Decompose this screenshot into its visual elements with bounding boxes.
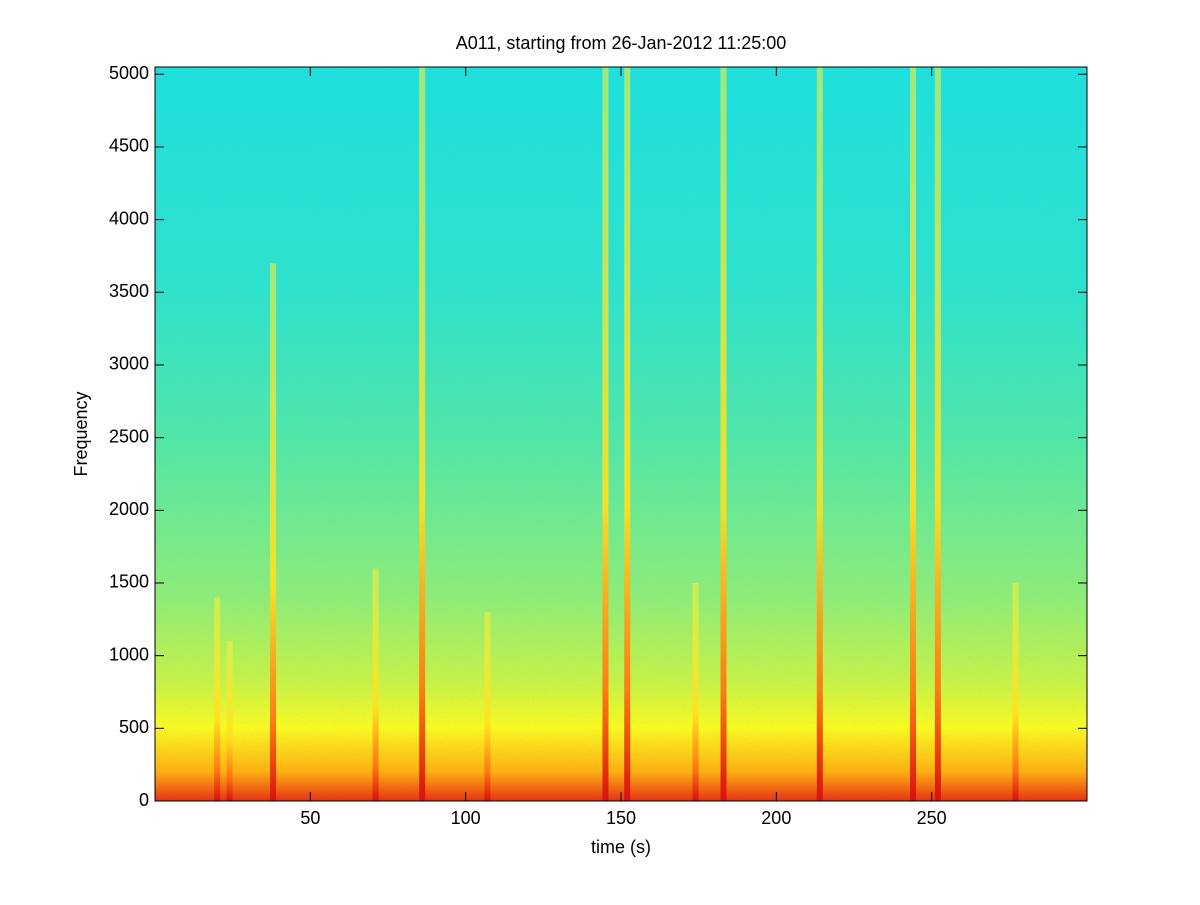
y-tick-label: 3000 — [109, 354, 149, 374]
chart-title: A011, starting from 26-Jan-2012 11:25:00 — [456, 33, 787, 53]
x-tick-label: 200 — [761, 808, 791, 828]
energy-streak — [692, 582, 699, 801]
y-tick-label: 2000 — [109, 499, 149, 519]
energy-streak — [816, 67, 823, 801]
y-tick-label: 1000 — [109, 644, 149, 664]
energy-streak — [720, 67, 727, 801]
y-tick-label: 3500 — [109, 281, 149, 301]
x-tick-label: 50 — [300, 808, 320, 828]
y-tick-label: 2500 — [109, 426, 149, 446]
energy-streak — [419, 67, 426, 801]
energy-streak — [214, 597, 221, 801]
y-tick-label: 0 — [139, 790, 149, 810]
energy-streak — [270, 263, 277, 801]
y-tick-label: 1500 — [109, 572, 149, 592]
y-tick-label: 500 — [119, 717, 149, 737]
y-tick-label: 5000 — [109, 63, 149, 83]
x-tick-label: 250 — [917, 808, 947, 828]
energy-streak — [624, 67, 631, 801]
y-axis-label: Frequency — [71, 391, 91, 476]
energy-streak — [602, 67, 609, 801]
energy-streak — [934, 67, 941, 801]
x-tick-label: 150 — [606, 808, 636, 828]
energy-streak — [372, 568, 379, 801]
plot-area — [155, 67, 1087, 801]
y-tick-label: 4000 — [109, 208, 149, 228]
energy-streak — [910, 67, 917, 801]
x-tick-label: 100 — [451, 808, 481, 828]
energy-streak — [1012, 582, 1019, 801]
energy-streak — [226, 641, 233, 801]
y-tick-label: 4500 — [109, 136, 149, 156]
x-axis-label: time (s) — [591, 837, 651, 857]
noise-texture — [155, 67, 1087, 801]
energy-streak — [484, 612, 491, 801]
